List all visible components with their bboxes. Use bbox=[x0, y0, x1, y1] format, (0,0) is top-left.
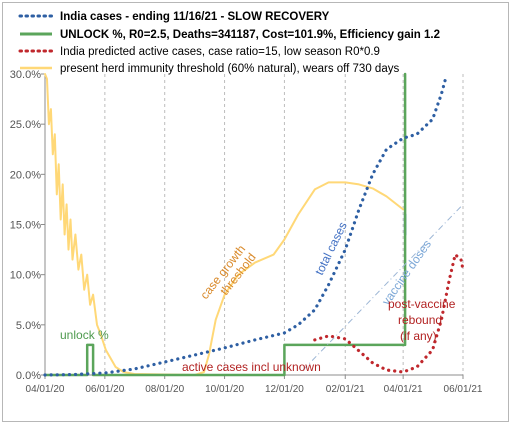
annotations: unlock % case growth threshold total cas… bbox=[60, 220, 456, 374]
annotation-unlock: unlock % bbox=[60, 328, 109, 342]
series-layer bbox=[43, 72, 465, 377]
x-tick-label: 04/01/20 bbox=[26, 384, 65, 395]
annotation-total-cases: total cases bbox=[312, 220, 350, 278]
y-tick-label: 30.0% bbox=[10, 69, 41, 81]
x-tick-label: 06/01/20 bbox=[85, 384, 124, 395]
legend-label-unlock: UNLOCK %, R0=2.5, Deaths=341187, Cost=10… bbox=[60, 29, 440, 41]
annotation-if-any: (if any) bbox=[400, 329, 437, 343]
annotation-rebound: rebound bbox=[398, 313, 442, 327]
x-tick-label: 10/01/20 bbox=[205, 384, 244, 395]
vaccine-doses-projection-line bbox=[302, 204, 464, 371]
y-tick-label: 15.0% bbox=[10, 220, 41, 232]
grid-layer bbox=[104, 74, 464, 375]
legend-label-predicted-active: India predicted active cases, case ratio… bbox=[60, 46, 380, 58]
legend-label-india-cases: India cases - ending 11/16/21 - SLOW REC… bbox=[60, 11, 330, 23]
y-tick-labels: 0.0% 5.0% 10.0% 15.0% 20.0% 25.0% 30.0% bbox=[10, 69, 45, 382]
y-tick-label: 10.0% bbox=[10, 270, 41, 282]
annotation-active-cases: active cases incl unknown bbox=[182, 360, 321, 374]
y-tick-label: 20.0% bbox=[10, 169, 41, 181]
x-tick-label: 02/01/21 bbox=[326, 384, 365, 395]
legend: India cases - ending 11/16/21 - SLOW REC… bbox=[18, 11, 440, 75]
y-tick-label: 25.0% bbox=[10, 119, 41, 131]
series-line-unlock-r0-2-5-deaths-341187-cost-101-9-e bbox=[43, 72, 407, 377]
x-tick-label: 04/01/21 bbox=[384, 384, 423, 395]
y-tick-label: 5.0% bbox=[16, 320, 41, 332]
y-tick-label: 0.0% bbox=[16, 370, 41, 382]
annotation-post-vaccine: post-vaccine bbox=[388, 297, 456, 311]
x-tick-labels: 04/01/20 06/01/20 08/01/20 10/01/20 12/01/20… bbox=[26, 375, 483, 395]
series-line-india-cases-ending-11-16-21-slow-recover bbox=[43, 74, 448, 377]
legend-label-herd-immunity: present herd immunity threshold (60% nat… bbox=[60, 63, 399, 75]
series-line-india-predicted-active-cases-case-ratio- bbox=[313, 253, 465, 374]
x-tick-label: 08/01/20 bbox=[145, 384, 184, 395]
series-line-present-herd-immunity-threshold-60-natur bbox=[44, 73, 405, 376]
x-tick-label: 06/01/21 bbox=[444, 384, 483, 395]
x-tick-label: 12/01/20 bbox=[265, 384, 304, 395]
